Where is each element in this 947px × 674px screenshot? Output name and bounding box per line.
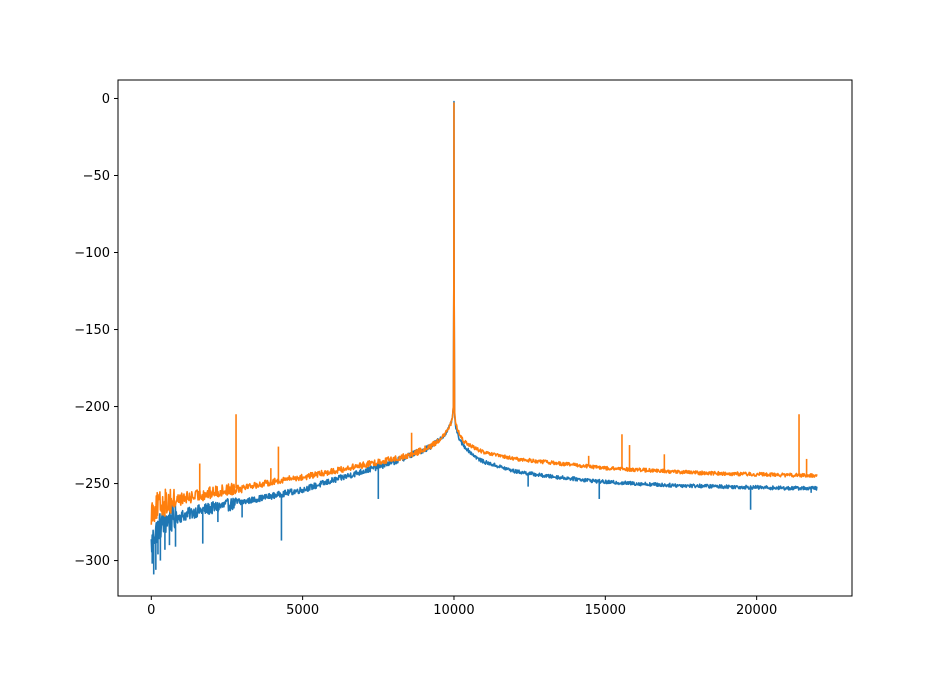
x-axis: 0 5000 10000 15000 20000 — [147, 596, 777, 618]
series-line — [150, 100, 818, 553]
x-tick-label: 15000 — [585, 603, 626, 618]
x-tick-label: 5000 — [286, 603, 319, 618]
y-tick-label: 0 — [102, 92, 110, 107]
y-tick-label: −50 — [83, 169, 110, 184]
x-tick-label: 0 — [147, 603, 155, 618]
y-tick-label: −150 — [74, 323, 110, 338]
x-tick-label: 20000 — [736, 603, 777, 618]
axes-frame — [117, 79, 853, 597]
y-tick-label: −300 — [74, 554, 110, 569]
series-layer — [150, 100, 818, 575]
y-tick-label: −250 — [74, 477, 110, 492]
series-1 — [150, 100, 818, 575]
x-tick-label: 10000 — [433, 603, 474, 618]
y-tick-label: −100 — [74, 246, 110, 261]
y-axis: 0 −50 −100 −150 −200 −250 −300 — [74, 92, 118, 569]
series-line — [150, 102, 818, 525]
series-2 — [150, 102, 818, 525]
y-tick-label: −200 — [74, 400, 110, 415]
